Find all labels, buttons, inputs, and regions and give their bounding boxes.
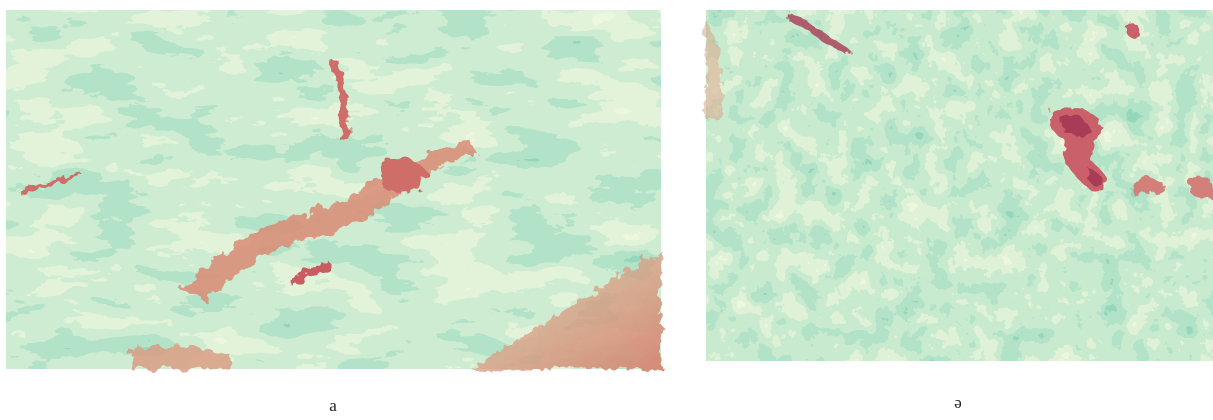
- warm-area: [470, 250, 661, 369]
- red-areas: [20, 60, 661, 369]
- warm-streak: [20, 172, 80, 196]
- panel-a: [6, 10, 661, 369]
- red-areas: [706, 12, 1213, 200]
- warm-streak: [330, 60, 349, 140]
- panel-b: [706, 10, 1213, 361]
- caption: ə: [954, 393, 962, 412]
- hot-core: [1062, 116, 1090, 135]
- hot-core: [1088, 170, 1103, 186]
- hot-spot: [1130, 176, 1165, 197]
- hot-spot: [1126, 23, 1142, 38]
- hot-streak: [786, 12, 850, 55]
- hot-spot: [1188, 176, 1213, 200]
- warm-patch: [380, 157, 430, 193]
- map-image: [706, 10, 1213, 361]
- warm-patch: [130, 346, 230, 369]
- warm-patch: [706, 20, 723, 120]
- caption: a: [329, 396, 337, 415]
- warm-streak: [290, 262, 330, 288]
